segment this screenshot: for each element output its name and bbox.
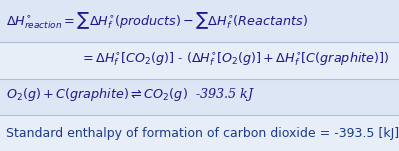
- Text: Standard enthalpy of formation of carbon dioxide = -393.5 [kJ]: Standard enthalpy of formation of carbon…: [6, 127, 399, 140]
- FancyBboxPatch shape: [0, 79, 399, 115]
- FancyBboxPatch shape: [0, 115, 399, 151]
- Text: $= \Delta H_{f}^{\circ}[CO_{2}(g)]$ - $(\Delta H_{f}^{\circ}[O_{2}(g)] + \Delta : $= \Delta H_{f}^{\circ}[CO_{2}(g)]$ - $(…: [80, 50, 389, 68]
- FancyBboxPatch shape: [0, 0, 399, 42]
- Text: $O_{2}(g) + C(graphite) \rightleftharpoons CO_{2}(g)$  -393.5 kJ: $O_{2}(g) + C(graphite) \rightleftharpoo…: [6, 86, 255, 103]
- FancyBboxPatch shape: [0, 42, 399, 79]
- Text: $\Delta H^{\circ}_{reaction} = \sum \Delta H^{\circ}_{f}(products) - \sum \Delta: $\Delta H^{\circ}_{reaction} = \sum \Del…: [6, 11, 308, 32]
